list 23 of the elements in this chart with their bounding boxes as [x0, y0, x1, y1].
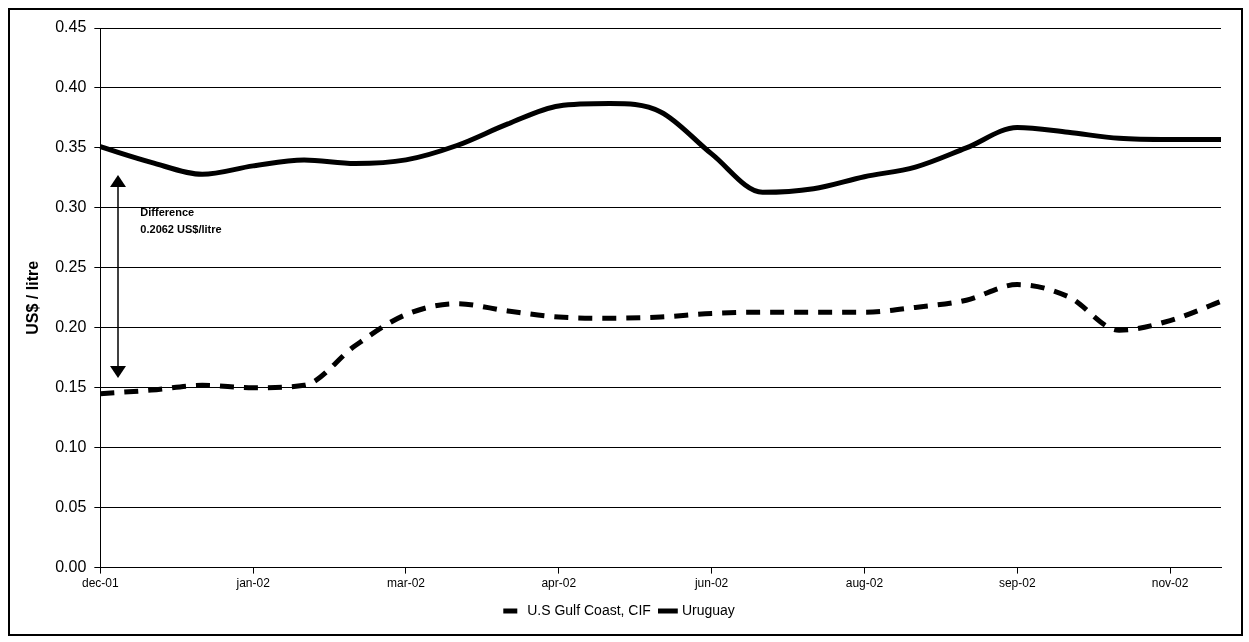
y-tick-label: 0.35 — [55, 138, 87, 156]
y-tick-label: 0.00 — [55, 558, 87, 576]
y-tick-label: 0.15 — [55, 378, 87, 396]
annotation: Difference — [140, 206, 195, 219]
x-tick-label: dec-01 — [81, 576, 120, 591]
annotation: 0.2062 US$/litre — [140, 223, 222, 236]
y-tick-label: 0.45 — [55, 18, 87, 36]
x-tick-label: jun-02 — [693, 576, 729, 591]
x-tick-label: sep-02 — [998, 576, 1036, 591]
x-tick-label: apr-02 — [541, 576, 577, 591]
legend-label: Uruguay — [681, 601, 735, 618]
x-tick-label: mar-02 — [386, 576, 426, 591]
x-tick-label: nov-02 — [1151, 576, 1189, 591]
x-tick-label: aug-02 — [845, 576, 884, 591]
legend-label: U.S Gulf Coast, CIF — [527, 601, 651, 618]
y-tick-label: 0.25 — [55, 258, 87, 276]
y-tick-label: 0.20 — [55, 318, 87, 336]
y-tick-label: 0.05 — [55, 498, 87, 516]
x-tick-label: jan-02 — [235, 576, 271, 591]
y-tick-label: 0.10 — [55, 438, 87, 456]
y-tick-label: 0.40 — [55, 78, 87, 96]
y-axis-title: US$ / litre — [24, 260, 42, 335]
y-tick-label: 0.30 — [55, 198, 87, 216]
